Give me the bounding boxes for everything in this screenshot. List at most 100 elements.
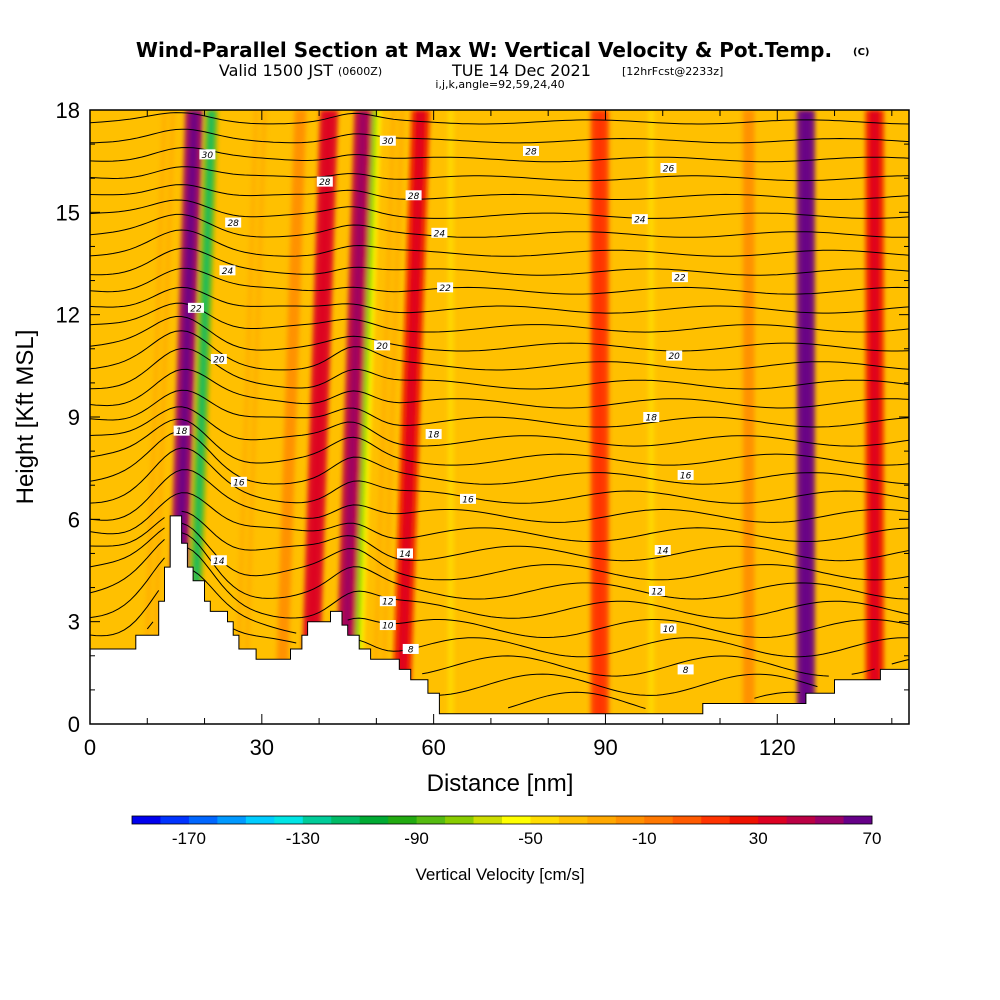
contour-label: 14 — [213, 557, 225, 567]
subtitle-date: TUE 14 Dec 2021 — [451, 61, 591, 80]
contour-label: 24 — [222, 267, 234, 277]
colorbar-swatch — [331, 816, 361, 824]
colorbar-outline — [131, 815, 873, 825]
colorbar-swatch — [644, 816, 674, 824]
y-tick-label: 15 — [56, 200, 80, 225]
colorbar-swatch — [758, 816, 788, 824]
y-tick-labels: 0 3 6 9 12 15 18 — [56, 98, 80, 737]
colorbar-swatch — [729, 816, 759, 824]
isentrope-line — [90, 229, 909, 257]
isentrope-line — [507, 691, 801, 709]
colorbar-swatch — [843, 816, 873, 824]
isentrope-line — [90, 166, 909, 182]
contour-label: 16 — [233, 478, 245, 488]
subtitle-grid-indices: i,j,k,angle=92,59,24,40 — [435, 78, 564, 91]
downdraft-core — [146, 110, 172, 724]
isentrope-line — [90, 447, 909, 504]
contour-label: 12 — [382, 598, 394, 608]
isentrope-line — [90, 389, 909, 428]
updraft-core — [339, 110, 368, 724]
downdraft-core — [352, 110, 378, 724]
contour-label-box — [660, 162, 677, 173]
title-mark: (C) — [853, 47, 869, 58]
isentrope-line — [90, 547, 909, 619]
isentrope-line — [90, 302, 909, 333]
contour-label: 22 — [190, 304, 202, 314]
contour-label-box — [379, 596, 396, 607]
isentrope-line — [90, 146, 909, 163]
contour-label: 18 — [428, 431, 440, 441]
y-tick-label: 9 — [68, 405, 80, 430]
colorbar-swatch — [388, 816, 418, 824]
contour-label: 20 — [213, 356, 225, 366]
isentrope-line — [90, 418, 909, 466]
colorbar-swatch — [188, 816, 218, 824]
contour-label: 20 — [668, 352, 680, 362]
colorbar-swatch — [502, 816, 531, 824]
contour-labels: 30 28 24 22 20 18 16 14 28 30 28 24 22 20 18 16 14 12 10 8 2… — [173, 135, 694, 676]
x-tick-label: 120 — [759, 735, 796, 760]
colorbar-swatch — [217, 816, 247, 824]
contour-label: 28 — [319, 178, 331, 188]
y-tick-label: 18 — [56, 98, 80, 123]
contour-label-box — [397, 548, 413, 559]
updraft-core — [595, 110, 604, 724]
isentrope-line — [90, 112, 909, 125]
isentrope-line — [90, 95, 909, 106]
y-tick-label: 0 — [68, 712, 80, 737]
downdraft-core — [375, 110, 401, 724]
contour-label: 22 — [674, 274, 686, 284]
isentrope-line — [90, 199, 909, 219]
colorbar-swatch — [245, 816, 275, 824]
isentrope-line — [90, 469, 909, 523]
contour-label-box — [210, 354, 227, 365]
colorbar-tick-label: 30 — [749, 829, 768, 848]
colorbar-swatch — [445, 816, 474, 824]
y-tick-label: 12 — [56, 303, 80, 328]
colorbar-swatch — [302, 816, 332, 824]
contour-label: 28 — [525, 147, 537, 157]
contour-label-box — [374, 340, 391, 351]
isentrope-line — [90, 347, 909, 390]
contour-label: 30 — [382, 137, 394, 147]
colorbar-swatch — [473, 816, 503, 824]
x-tick-label: 60 — [421, 735, 445, 760]
contour-label-box — [219, 265, 236, 276]
colorbar-swatch — [786, 816, 816, 824]
contour-label-box — [316, 176, 333, 187]
contour-label-box — [425, 429, 442, 440]
colorbar-tick-label: -130 — [286, 829, 320, 848]
terrain-mask — [90, 515, 909, 724]
updraft-core — [870, 110, 879, 724]
x-tick-label: 90 — [593, 735, 617, 760]
contour-label-box — [402, 643, 419, 654]
colorbar-tick-label: -90 — [404, 829, 429, 848]
isentrope-line — [90, 247, 909, 276]
colorbar-swatch — [132, 816, 161, 824]
isentrope-line — [422, 655, 909, 677]
colorbar-tick-label: -170 — [172, 829, 206, 848]
contour-label-box — [643, 412, 660, 422]
contour-label-box — [649, 585, 665, 596]
colorbar-swatch — [672, 816, 702, 824]
contour-label: 14 — [399, 550, 411, 560]
colorbar-swatch — [530, 816, 560, 824]
contour-label-box — [460, 493, 476, 504]
isentrope-line — [90, 570, 909, 638]
contour-label: 28 — [408, 192, 420, 202]
contour-label-box — [431, 227, 448, 238]
contour-label: 8 — [683, 666, 689, 676]
isentrope-line — [90, 532, 909, 600]
chart-title: Wind-Parallel Section at Max W: Vertical… — [136, 38, 832, 62]
colorbar-tick-label: 70 — [863, 829, 882, 848]
isentrope-line — [90, 368, 909, 409]
updraft-core — [396, 110, 425, 724]
colorbar-tick-label: -10 — [632, 829, 657, 848]
subtitle-utc-time: (0600Z) — [338, 65, 382, 78]
contour-label: 10 — [663, 625, 675, 635]
isentrope-line — [90, 316, 909, 352]
isentrope-line — [90, 492, 909, 542]
colorbar-swatch — [274, 816, 304, 824]
axis-ticks — [89, 109, 909, 725]
